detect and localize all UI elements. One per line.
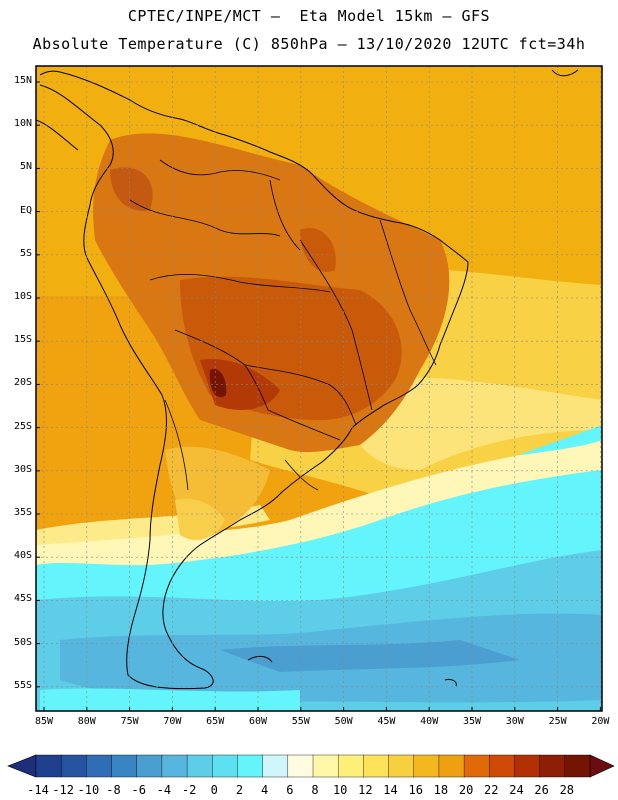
colorbar-label: 16 <box>408 783 423 797</box>
country-borders <box>129 159 437 491</box>
colorbar-label: -12 <box>52 783 75 797</box>
colorbar <box>7 754 615 778</box>
colorbar-swatch <box>35 754 62 778</box>
lat-label: 55S <box>13 679 32 691</box>
colorbar-label: 26 <box>534 783 549 797</box>
lat-label: 50S <box>13 636 32 648</box>
lat-label: EQ <box>19 204 32 216</box>
lat-label: 10S <box>13 291 32 302</box>
colorbar-label: 6 <box>286 783 294 797</box>
lon-label: 40W <box>420 716 439 727</box>
colorbar-label: -2 <box>181 783 197 797</box>
lon-label: 75W <box>120 716 139 727</box>
axis-ticks <box>36 81 601 711</box>
colorbar-label: 2 <box>235 783 244 797</box>
temperature-field <box>36 66 602 711</box>
colorbar-label: 14 <box>383 783 398 797</box>
colorbar-swatch <box>312 754 339 778</box>
colorbar-swatch <box>413 754 440 778</box>
colorbar-swatch <box>287 754 314 778</box>
colorbar-swatch <box>388 754 415 778</box>
lon-label: 25W <box>548 716 567 727</box>
lon-label: 85W <box>34 716 54 727</box>
colorbar-swatch <box>111 754 138 778</box>
colorbar-swatch <box>514 754 541 778</box>
lat-label: 30S <box>13 463 32 475</box>
colorbar-label: 0 <box>210 783 218 797</box>
lat-label: 5S <box>19 247 32 259</box>
map-title-line2: Absolute Temperature (C) 850hPa — 13/10/… <box>32 35 586 53</box>
lon-label: 65W <box>206 716 225 727</box>
lat-label: 5N <box>19 161 32 173</box>
lat-label: 15N <box>13 75 32 86</box>
lon-label: 55W <box>291 716 310 727</box>
colorbar-label: 8 <box>311 783 319 797</box>
lon-label: 80W <box>77 716 96 727</box>
graticule <box>36 66 602 711</box>
colorbar-swatch <box>262 754 289 778</box>
colorbar-swatch <box>337 754 365 778</box>
colorbar-label: -8 <box>106 783 121 797</box>
lat-label: 40S <box>13 550 32 562</box>
colorbar-swatch <box>86 754 113 778</box>
colorbar-label: 18 <box>433 783 449 797</box>
colorbar-label: -10 <box>77 783 100 797</box>
colorbar-label: 22 <box>484 783 499 797</box>
colorbar-swatch <box>136 754 163 778</box>
lon-label: 35W <box>462 716 482 727</box>
lat-label: 25S <box>13 420 32 432</box>
colorbar-swatch <box>212 754 239 778</box>
lon-label: 45W <box>377 716 396 727</box>
colorbar-swatch <box>539 754 566 778</box>
map-frame <box>35 65 603 712</box>
lat-label: 20S <box>13 377 32 389</box>
lon-label: 70W <box>163 716 182 727</box>
colorbar-under-arrow <box>7 754 37 778</box>
colorbar-swatch <box>564 754 591 778</box>
lat-label: 15S <box>13 334 32 346</box>
colorbar-swatch <box>60 754 88 778</box>
colorbar-label: -6 <box>131 783 146 797</box>
colorbar-swatch <box>237 754 264 778</box>
colorbar-swatch <box>363 754 390 778</box>
lon-label: 50W <box>334 716 353 727</box>
map-title-line1: CPTEC/INPE/MCT — Eta Model 15km — GFS <box>127 7 491 25</box>
colorbar-label: -4 <box>156 783 172 797</box>
colorbar-label: 20 <box>458 783 474 797</box>
lon-label: 60W <box>248 716 268 727</box>
colorbar-swatch <box>463 754 490 778</box>
colorbar-label: 28 <box>559 783 575 797</box>
colorbar-label: 24 <box>509 783 524 797</box>
colorbar-swatch <box>438 754 465 778</box>
lat-label: 10N <box>13 118 32 130</box>
colorbar-swatch <box>186 754 213 778</box>
lon-label: 30W <box>505 716 524 727</box>
colorbar-label: -14 <box>27 783 49 797</box>
colorbar-label: 4 <box>261 783 269 797</box>
colorbar-swatch <box>489 754 516 778</box>
lat-label: 45S <box>13 593 32 605</box>
lon-label: 20W <box>591 716 610 727</box>
coastline <box>36 69 579 690</box>
colorbar-swatch <box>161 754 188 778</box>
lat-label: 35S <box>13 507 32 518</box>
colorbar-label: 12 <box>358 783 373 797</box>
colorbar-over-arrow <box>589 754 615 778</box>
colorbar-label: 10 <box>332 783 348 797</box>
